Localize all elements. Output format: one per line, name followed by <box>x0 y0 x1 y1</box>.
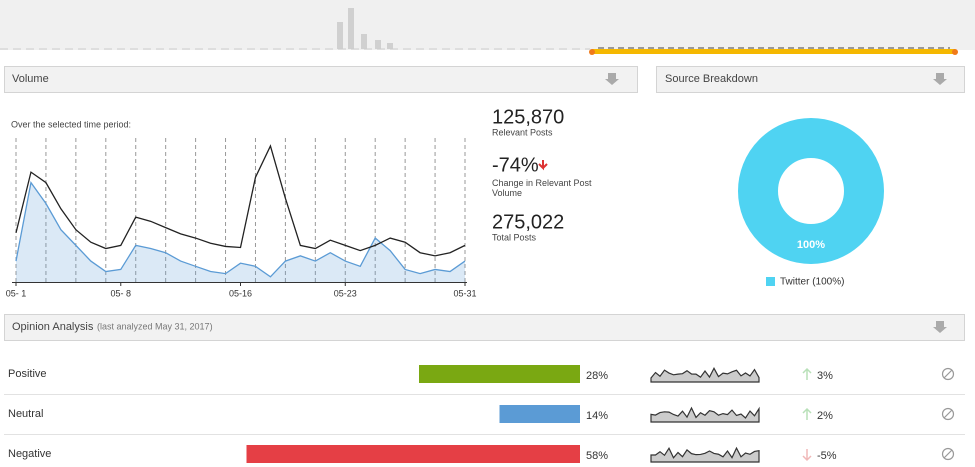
stat-label: Total Posts <box>492 232 537 242</box>
stat-label: Change in Relevant Post Volume <box>492 178 592 198</box>
change-arrow <box>802 367 812 380</box>
range-handle[interactable] <box>589 49 595 55</box>
sparkline <box>650 446 760 463</box>
legend-swatch <box>766 277 775 286</box>
ignore-icon-slash <box>943 369 953 379</box>
row-name: Negative <box>8 448 51 460</box>
x-tick-label: 05-23 <box>334 288 357 298</box>
bar <box>419 365 580 383</box>
panel-header <box>4 66 638 93</box>
x-tick-label: 05- 8 <box>111 288 132 298</box>
ignore-icon-slash <box>943 409 953 419</box>
row-name: Positive <box>8 368 47 380</box>
panel-title: Opinion Analysis <box>12 321 94 333</box>
bar-label: 14% <box>586 410 608 422</box>
bar <box>246 445 580 463</box>
line <box>15 144 466 257</box>
panel-title: Volume <box>12 73 49 85</box>
bar <box>499 405 580 423</box>
timeline <box>0 0 975 50</box>
sparkline <box>650 366 760 383</box>
x-tick-label: 05- 1 <box>6 288 27 298</box>
change-arrow <box>802 407 812 420</box>
change-label: -5% <box>817 450 837 462</box>
timeline-bars <box>337 8 393 49</box>
stat-label-line: Volume <box>492 188 522 198</box>
down-arrow <box>538 160 548 171</box>
download-icon[interactable] <box>605 73 619 85</box>
legend-label: Twitter (100%) <box>780 277 844 288</box>
change-arrow <box>802 449 812 462</box>
stat-label: Relevant Posts <box>492 127 553 137</box>
ignore-icon-slash <box>943 449 953 459</box>
x-tick-label: 05-16 <box>229 288 252 298</box>
ignore-icon[interactable] <box>941 447 955 461</box>
line <box>15 181 466 278</box>
bar-label: 58% <box>586 450 608 462</box>
stat-value: -74% <box>492 154 539 176</box>
bar-label: 28% <box>586 370 608 382</box>
area <box>16 182 465 282</box>
panel-note: (last analyzed May 31, 2017) <box>97 321 213 331</box>
download-icon[interactable] <box>933 321 947 333</box>
range-selection[interactable] <box>592 49 955 54</box>
slice-label: 100% <box>797 239 825 251</box>
panel-header <box>656 66 965 93</box>
range-handle[interactable] <box>952 49 958 55</box>
download-icon[interactable] <box>933 73 947 85</box>
row-name: Neutral <box>8 408 43 420</box>
x-tick-label: 05-31 <box>453 288 476 298</box>
stat-value: 125,870 <box>492 106 564 128</box>
panel-title: Source Breakdown <box>665 73 758 85</box>
change-label: 3% <box>817 370 833 382</box>
ignore-icon[interactable] <box>941 367 955 381</box>
ignore-icon[interactable] <box>941 407 955 421</box>
stat-label-line: Change in Relevant Post <box>492 178 592 188</box>
change-label: 2% <box>817 410 833 422</box>
donut-slice <box>738 118 884 264</box>
sparkline <box>650 406 760 423</box>
stat-value: 275,022 <box>492 211 564 233</box>
chart-subtitle: Over the selected time period: <box>11 119 131 129</box>
panel-header <box>4 314 965 341</box>
